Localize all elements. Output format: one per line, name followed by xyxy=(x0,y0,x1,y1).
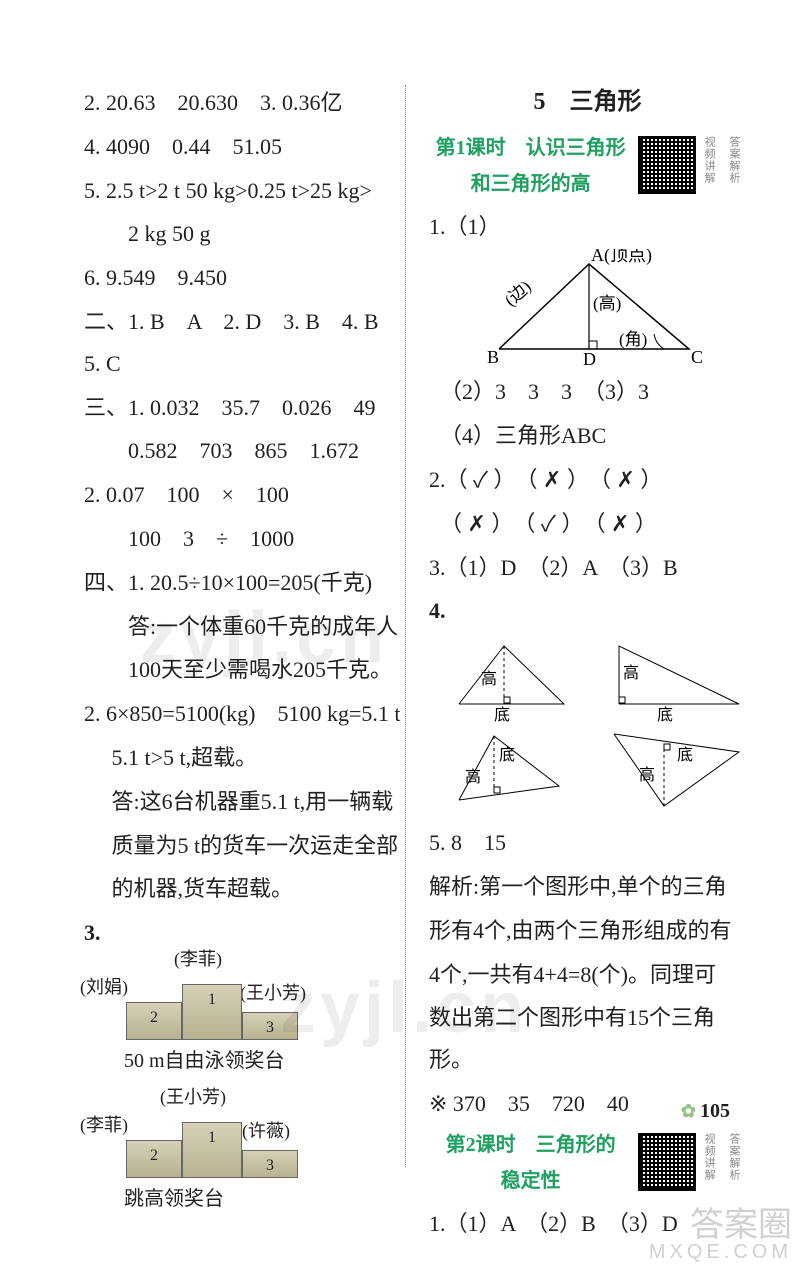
corner-logo: 答案圈 MXQE.COM xyxy=(649,1208,792,1262)
answer-line: 3.（1）D （2）A （3）B xyxy=(429,547,746,589)
vertex-d-label: D xyxy=(583,349,596,369)
podium-step: 1 xyxy=(182,984,242,1040)
height-label: (高) xyxy=(593,294,621,313)
answer-line: 2. 0.07 100 × 100 xyxy=(84,474,401,516)
corner-big: 答案圈 xyxy=(690,1206,792,1244)
explain-text: 4个,一共有4+4=8(个)。同理可 xyxy=(429,954,746,996)
podium-caption: 跳高领奖台 xyxy=(124,1180,401,1218)
explain-text: 解析:第一个图形中,单个的三角 xyxy=(429,866,746,908)
podium-name: (刘娟) xyxy=(80,970,128,1004)
qr-code-icon xyxy=(638,1133,696,1191)
answer-text: 质量为5 t的货车一次运走全部 xyxy=(84,825,401,867)
qr-code-icon xyxy=(638,136,696,194)
q1-label: 1.（1） xyxy=(429,206,746,248)
podium-freestyle: (刘娟) (李菲) (王小芳) 2 1 3 xyxy=(112,960,312,1040)
answer-line: 5. 8 15 xyxy=(429,822,746,864)
podium-step: 3 xyxy=(242,1150,298,1178)
answer-line: 2.（ ✓ ） （ ✗ ） （ ✗ ） xyxy=(429,459,746,501)
edge-label: (边) xyxy=(501,277,535,310)
podium-name: (李菲) xyxy=(80,1108,128,1142)
qr-label: 答案解析 xyxy=(723,136,744,184)
vertex-b-label: B xyxy=(487,347,499,367)
answer-line: 2. 6×850=5100(kg) 5100 kg=5.1 t xyxy=(84,693,401,735)
answer-line: 5.1 t>5 t,超载。 xyxy=(84,737,401,779)
svg-text:高: 高 xyxy=(623,664,639,682)
triangle-diagram: A(顶点) B C D (边) (高) (角) xyxy=(459,249,719,369)
explain-text: 数出第二个图形中有15个三角形。 xyxy=(429,997,746,1081)
page-number: 105 xyxy=(681,1092,730,1130)
podium-highjump: (李菲) (王小芳) (许薇) 2 1 3 xyxy=(112,1098,312,1178)
qr-label: 视频讲解 xyxy=(698,1133,719,1181)
answer-line: （ ✗ ） （ ✓ ） （ ✗ ） xyxy=(429,503,746,545)
podium-name: (王小芳) xyxy=(160,1080,226,1114)
answer-text: 的机器,货车超载。 xyxy=(84,868,401,910)
q3-label: 3. xyxy=(84,912,401,954)
section-2: 二、1. B A 2. D 3. B 4. B 5. C xyxy=(84,301,401,385)
podium-name: (许薇) xyxy=(242,1114,290,1148)
unit-title: 5 三角形 xyxy=(429,80,746,126)
podium-step: 3 xyxy=(242,1012,298,1040)
podium-step: 1 xyxy=(182,1122,242,1178)
right-column: 5 三角形 答案解析 视频讲解 第1课时 认识三角形 和三角形的高 1.（1） … xyxy=(415,80,760,1247)
podium-caption: 50 m自由泳领奖台 xyxy=(124,1042,401,1080)
answer-text: 100天至少需喝水205千克。 xyxy=(84,649,401,691)
answer-text: 答:这6台机器重5.1 t,用一辆载 xyxy=(84,781,401,823)
q4-label: 4. xyxy=(429,590,746,632)
corner-small: MXQE.COM xyxy=(649,1242,792,1262)
answer-line: 2. 20.63 20.630 3. 0.36亿 xyxy=(84,82,401,124)
svg-text:高: 高 xyxy=(481,670,497,688)
triangles-row1: 高 底 高 底 xyxy=(439,634,759,724)
answer-line: 6. 9.549 9.450 xyxy=(84,257,401,299)
podium-name: (李菲) xyxy=(174,942,222,976)
answer-line: （4）三角形ABC xyxy=(429,415,746,457)
podium-step: 2 xyxy=(126,1140,182,1178)
vertex-a-label: A(顶点) xyxy=(591,249,652,266)
podium-step: 2 xyxy=(126,1002,182,1040)
svg-text:底: 底 xyxy=(494,706,510,724)
triangles-row2: 高 底 高 底 xyxy=(439,724,759,820)
explain-text: 形有4个,由两个三角形组成的有 xyxy=(429,910,746,952)
qr-label: 答案解析 xyxy=(723,1133,744,1181)
vertex-c-label: C xyxy=(691,347,703,367)
angle-label: (角) xyxy=(619,330,647,349)
answer-line: 0.582 703 865 1.672 xyxy=(84,430,401,472)
section-3: 三、1. 0.032 35.7 0.026 49 xyxy=(84,387,401,429)
svg-text:高: 高 xyxy=(465,768,481,786)
svg-text:底: 底 xyxy=(677,746,693,764)
svg-text:底: 底 xyxy=(657,706,673,724)
section-4: 四、1. 20.5÷10×100=205(千克) xyxy=(84,562,401,604)
answer-line: 5. 2.5 t>2 t 50 kg>0.25 t>25 kg> xyxy=(84,170,401,212)
answer-line: 2 kg 50 g xyxy=(84,213,401,255)
answer-text: 答:一个体重60千克的成年人 xyxy=(84,606,401,648)
svg-text:底: 底 xyxy=(499,746,515,764)
answer-line: 100 3 ÷ 1000 xyxy=(84,518,401,560)
left-column: 2. 20.63 20.630 3. 0.36亿 4. 4090 0.44 51… xyxy=(70,80,415,1247)
qr-label: 视频讲解 xyxy=(698,136,719,184)
svg-text:高: 高 xyxy=(639,766,655,784)
answer-line: （2）3 3 3 （3）3 xyxy=(429,371,746,413)
answer-line: 4. 4090 0.44 51.05 xyxy=(84,126,401,168)
podium-name: (王小芳) xyxy=(240,976,306,1010)
